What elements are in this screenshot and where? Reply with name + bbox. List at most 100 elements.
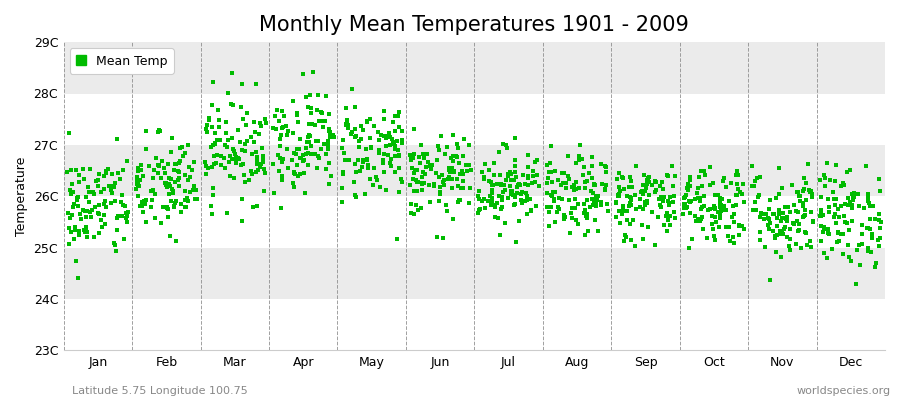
Point [761,215,776,222]
Point [641,224,655,230]
Point [828,211,842,217]
Point [276,113,291,119]
Point [719,206,733,213]
Point [551,204,565,210]
Point [286,98,301,104]
Point [112,169,126,176]
Point [340,122,355,128]
Point [719,224,733,230]
Point [150,129,165,136]
Point [625,183,639,190]
Point [415,174,429,180]
Point [410,167,424,173]
Point [529,203,544,210]
Point [577,164,591,170]
Point [392,151,407,158]
Point [352,138,366,144]
Point [599,169,614,175]
Point [663,222,678,228]
Point [681,186,696,193]
Point [628,243,643,249]
Point [752,214,767,220]
Point [510,181,525,188]
Point [872,243,886,250]
Point [636,188,651,194]
Point [93,211,107,218]
Point [550,209,564,216]
Point [508,135,523,141]
Point [730,168,744,174]
Point [454,184,469,191]
Y-axis label: Temperature: Temperature [15,156,28,236]
Point [119,210,133,217]
Point [359,118,374,124]
Point [615,211,629,218]
Point [814,223,828,229]
Point [310,107,324,113]
Point [163,233,177,239]
Point [816,226,831,232]
Point [370,177,384,183]
Point [136,172,150,179]
Point [509,239,524,246]
Point [508,157,522,164]
Point [699,235,714,241]
Point [446,216,460,222]
Point [211,107,225,113]
Point [205,192,220,198]
Point [92,171,106,178]
Point [829,162,843,168]
Point [568,196,582,202]
Point [768,233,782,239]
Point [386,119,400,125]
Point [791,228,806,235]
Point [382,134,397,140]
Point [590,193,605,199]
Point [442,166,456,172]
Point [82,199,96,205]
Point [412,160,427,166]
Point [455,185,470,192]
Point [172,175,186,181]
Point [761,206,776,212]
Point [814,209,828,215]
Point [158,170,172,176]
Point [256,152,270,159]
Point [364,145,379,151]
Point [336,169,350,176]
Point [547,197,562,204]
Point [773,228,788,234]
Point [693,195,707,202]
Point [312,118,327,124]
Point [335,185,349,192]
Point [705,221,719,228]
Point [515,199,529,206]
Point [107,240,122,246]
Point [789,208,804,214]
Point [793,193,807,199]
Point [483,179,498,185]
Point [624,200,638,206]
Point [286,184,301,190]
Point [403,152,418,158]
Point [427,182,441,189]
Point [156,204,170,210]
Point [452,196,466,203]
Point [79,229,94,236]
Point [634,222,649,228]
Point [68,224,82,230]
Point [588,182,602,188]
Point [495,196,509,202]
Point [757,210,771,217]
Point [548,168,562,174]
Point [279,146,293,152]
Point [801,186,815,193]
Point [153,128,167,134]
Point [99,170,113,176]
Point [504,188,518,194]
Point [750,175,764,182]
Point [409,202,423,208]
Point [697,203,711,210]
Point [648,186,662,193]
Point [356,126,370,133]
